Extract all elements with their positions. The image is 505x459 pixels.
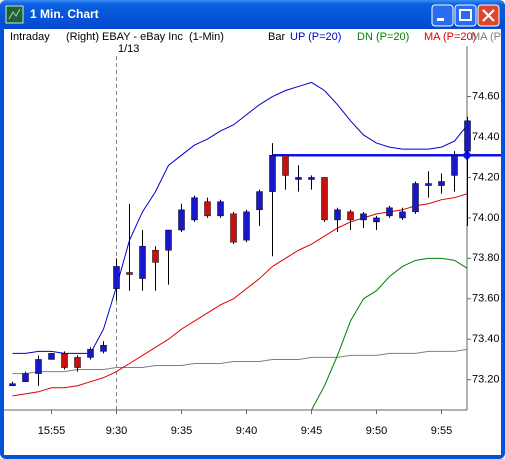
legend-entry: MA (P=20): [424, 31, 476, 43]
candle-body: [373, 217, 380, 223]
candle-body: [217, 201, 224, 217]
candle-body: [152, 249, 159, 263]
y-tick-label: 73.20: [472, 374, 500, 386]
x-tick-label: 9:45: [301, 425, 322, 437]
y-tick-label: 74.40: [472, 131, 500, 143]
candle-body: [282, 154, 289, 176]
candle-body: [269, 154, 276, 192]
header-style: Bar: [268, 31, 285, 43]
chart: Intraday (Right) EBAY - eBay Inc (1-Min)…: [4, 31, 505, 437]
maximize-button[interactable]: [454, 4, 477, 27]
candle-body: [386, 207, 393, 217]
x-tick-label: 9:55: [431, 425, 452, 437]
day-break-label: 1/13: [118, 43, 139, 55]
candle-body: [334, 209, 341, 221]
x-tick-label: 9:50: [366, 425, 387, 437]
client-area: [4, 29, 501, 455]
y-tick-label: 73.40: [472, 333, 500, 345]
candle-body: [204, 201, 211, 217]
candle-body: [321, 177, 328, 221]
candle-body: [464, 120, 471, 152]
x-tick-label: 9:40: [236, 425, 257, 437]
candle-body: [412, 183, 419, 213]
indicator-line: [12, 348, 467, 375]
legend-entry: DN (P=20): [357, 31, 409, 43]
candle-body: [22, 373, 29, 382]
candle-body: [126, 272, 133, 275]
minimize-button[interactable]: [431, 4, 454, 27]
candle-body: [100, 345, 107, 352]
header-mode: Intraday: [10, 31, 50, 43]
candle-body: [425, 183, 432, 186]
candle-body: [230, 213, 237, 243]
candle-body: [438, 181, 445, 186]
header-symbol: EBAY - eBay Inc (1-Min): [102, 31, 224, 43]
candle-body: [360, 213, 367, 221]
y-tick-label: 74.20: [472, 171, 500, 183]
candle-body: [256, 191, 263, 211]
candle-body: [35, 359, 42, 374]
candle-body: [295, 177, 302, 180]
candle-body: [178, 209, 185, 231]
title-bar[interactable]: [0, 0, 505, 29]
candle-body: [61, 353, 68, 368]
legend-entry: MA (P=: [471, 31, 505, 43]
candle-body: [308, 177, 315, 180]
candle-body: [191, 197, 198, 221]
x-tick-label: 9:30: [106, 425, 127, 437]
x-tick-label: 9:35: [171, 425, 192, 437]
candle-body: [74, 357, 81, 368]
candle-body: [87, 349, 94, 358]
candle-body: [113, 266, 120, 289]
candle-body: [451, 154, 458, 176]
indicator-line: [311, 257, 467, 410]
x-tick-label: 15:55: [38, 425, 66, 437]
candle-body: [48, 353, 55, 360]
legend-entry: UP (P=20): [290, 31, 341, 43]
candle-body: [139, 245, 146, 279]
candle-body: [243, 211, 250, 241]
candle-body: [9, 383, 16, 386]
candle-body: [165, 229, 172, 251]
close-button[interactable]: [477, 4, 500, 27]
candle-body: [399, 211, 406, 219]
icon-glyph: [8, 8, 21, 20]
y-tick-label: 74.00: [472, 212, 500, 224]
window-title: 1 Min. Chart: [30, 7, 99, 21]
candle-body: [347, 211, 354, 221]
header-side: (Right): [66, 31, 99, 43]
y-tick-label: 73.60: [472, 293, 500, 305]
y-tick-label: 73.80: [472, 252, 500, 264]
y-tick-label: 74.60: [472, 90, 500, 102]
